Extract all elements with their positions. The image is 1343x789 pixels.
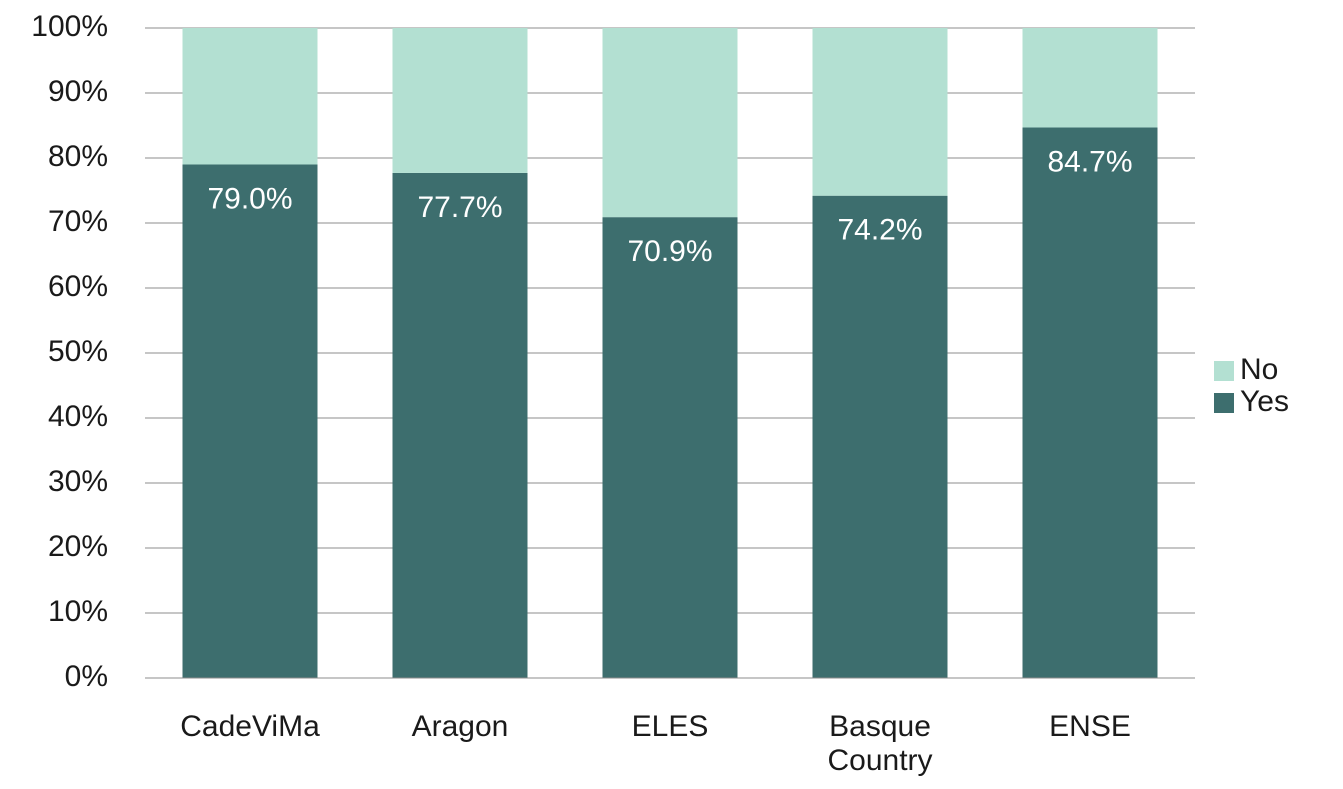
y-tick-label: 60% <box>48 270 108 303</box>
bar-segment <box>1022 127 1158 678</box>
legend-label: No <box>1240 353 1278 386</box>
y-tick-label: 0% <box>65 660 108 693</box>
legend-swatch <box>1214 361 1234 381</box>
y-tick-label: 30% <box>48 465 108 498</box>
y-tick-label: 10% <box>48 595 108 628</box>
y-tick-label: 100% <box>31 10 108 43</box>
legend-swatch <box>1214 393 1234 413</box>
bar-segment <box>182 28 318 165</box>
bar-segment <box>602 28 738 218</box>
data-label: 77.7% <box>417 191 502 224</box>
x-tick-label: Aragon <box>411 710 509 743</box>
bar-segment <box>182 164 318 678</box>
data-label: 70.9% <box>627 235 712 268</box>
y-tick-label: 50% <box>48 335 108 368</box>
bar-segment <box>812 195 948 678</box>
bar-segment <box>392 172 528 678</box>
bar-segment <box>602 217 738 678</box>
bar-segment <box>812 28 948 196</box>
y-tick-label: 90% <box>48 75 108 108</box>
x-tick-label: Basque Country <box>827 710 933 777</box>
x-tick-label: CadeViMa <box>180 710 320 743</box>
data-label: 74.2% <box>837 214 922 247</box>
y-tick-label: 20% <box>48 530 108 563</box>
data-label: 84.7% <box>1047 145 1132 178</box>
x-tick-label: ENSE <box>1049 710 1131 743</box>
y-tick-label: 70% <box>48 205 108 238</box>
bar-segment <box>1022 28 1158 128</box>
legend-label: Yes <box>1240 385 1289 418</box>
bar-segment <box>392 28 528 173</box>
data-label: 79.0% <box>207 182 292 215</box>
x-tick-label: ELES <box>631 710 709 743</box>
y-tick-label: 80% <box>48 140 108 173</box>
y-tick-label: 40% <box>48 400 108 433</box>
